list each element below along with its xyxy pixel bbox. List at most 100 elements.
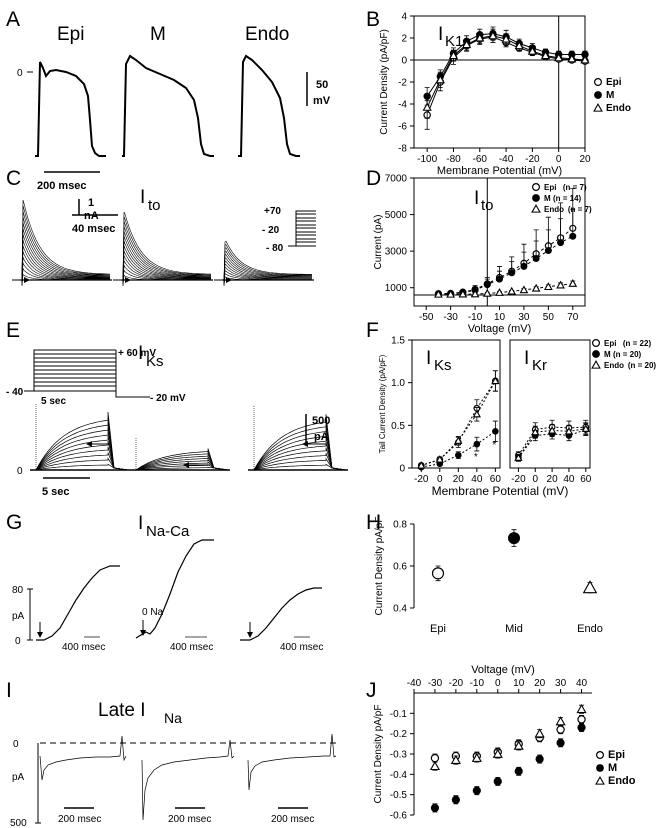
panel-label-c: C [6, 167, 21, 190]
b-legend-marker-1 [594, 91, 602, 99]
d-legend-name-2: Endo [544, 205, 564, 214]
h-category-2: Endo [577, 623, 603, 635]
d-xtick-label-1: -30 [443, 312, 458, 323]
f-frame-1 [509, 339, 591, 469]
e-title-main: I [138, 343, 143, 364]
j-series-2-point-7 [576, 703, 587, 714]
g-arrowhead-2 [140, 630, 146, 636]
d-xtick-label-4: 30 [518, 312, 530, 323]
j-xtick-label-8: 40 [576, 678, 588, 689]
d-xtick-label-0: -50 [419, 312, 434, 323]
g-arrowhead-3 [247, 632, 253, 638]
d-xtick-label-3: 10 [494, 312, 506, 323]
f-1-xtick-label-0: -20 [511, 474, 526, 485]
g-ytick: 80 [12, 585, 24, 596]
b-ytick-label-2: -4 [398, 100, 407, 111]
ito-trace-1-2 [122, 264, 211, 285]
b-series-2-point-2 [448, 50, 459, 60]
iks-trace-2-3 [253, 447, 347, 471]
f-0-series-2-point-0 [417, 461, 426, 469]
b-ytick-label-5: 2 [401, 34, 407, 45]
d-series-2-point-8 [531, 283, 541, 292]
j-legend-marker-1 [596, 764, 604, 772]
panel-label-f: F [366, 319, 379, 342]
h-ytick-label-2: 0.8 [393, 520, 407, 531]
ito-trace-0-12 [21, 205, 110, 279]
ito-trace-2-11 [223, 240, 313, 280]
e-protocol-left: - 40 [6, 387, 24, 398]
iks-trace-0-1 [35, 457, 129, 471]
g-scale-t-1: 400 msec [62, 642, 105, 653]
b-xtick-label-5: 0 [556, 154, 562, 165]
j-series-2-point-6 [555, 716, 566, 726]
iks-trace-1-3 [135, 458, 229, 471]
f-1-series-2-point-0 [514, 453, 523, 461]
g-zero: 0 [15, 636, 21, 647]
b-xtick-label-0: -100 [417, 154, 437, 165]
ito-protocol-steps [288, 210, 316, 247]
d-title-sub: to [481, 197, 494, 214]
b-series-2-point-7 [514, 40, 524, 50]
f-1-title-sub: Kr [532, 357, 547, 374]
d-series-2-point-7 [519, 285, 529, 294]
d-series-2-point-9 [543, 282, 553, 291]
d-series-2-point-10 [556, 280, 565, 289]
ito-trace-1-7 [122, 241, 212, 282]
iks-trace-0-9 [35, 411, 129, 471]
ito-trace-1-6 [122, 245, 211, 283]
ito-trace-2-5 [223, 260, 312, 284]
iks-trace-2-1 [253, 457, 347, 471]
d-legend-marker-1 [532, 194, 540, 202]
a-scale-t: 200 msec [37, 180, 87, 192]
ncx-trace-3 [240, 587, 322, 641]
d-legend-n-1: (n = 14) [553, 194, 582, 203]
f-1-series-2-point-2 [547, 426, 557, 434]
e-scale-i-unit: pA [314, 431, 329, 443]
f-legend-name-2: Endo [604, 361, 624, 370]
d-xlabel: Voltage (mV) [468, 323, 532, 335]
j-xtick-label-7: 30 [555, 678, 567, 689]
b-title-sub: K1 [445, 33, 463, 50]
iks-trace-2-5 [253, 436, 347, 471]
b-legend-name-0: Epi [606, 77, 622, 88]
ito-trace-2-6 [223, 257, 312, 283]
ito-trace-0-8 [21, 228, 110, 282]
j-legend-marker-0 [595, 750, 604, 759]
h-ylabel: Current Density pA/pF [374, 517, 385, 616]
panel-label-e: E [6, 319, 20, 342]
e-protocol-dur: 5 sec [41, 396, 66, 407]
b-series-2-point-10 [554, 52, 564, 62]
d-title-main: I [474, 188, 479, 209]
e-zero-label: 0 [17, 466, 23, 477]
c-arrowhead-1 [24, 277, 30, 283]
g-scale-t-3: 400 msec [280, 642, 323, 653]
f-0-xtick-label-2: 20 [453, 474, 465, 485]
d-xtick-label-6: 70 [567, 312, 579, 323]
j-series-2-point-0 [429, 760, 441, 771]
d-series-1-point-10 [557, 239, 565, 247]
b-series-2-point-11 [567, 54, 577, 63]
b-legend-marker-2 [593, 102, 603, 112]
j-series-2-point-5 [534, 728, 545, 738]
f-0-title-main: I [426, 348, 431, 369]
i-scale-t-2: 200 msec [168, 814, 211, 825]
e-protocol-top: + 60 mV [118, 348, 156, 359]
e-arrowhead-1 [86, 441, 92, 447]
d-series-0-line [438, 227, 574, 295]
b-series-2-point-4 [475, 33, 485, 42]
g-title-main: I [138, 513, 143, 534]
b-series-2-point-6 [501, 34, 511, 43]
e-title-sub: Ks [146, 353, 164, 370]
d-ytick-label-2: 5000 [385, 210, 408, 221]
j-series-0-point-6 [556, 725, 565, 734]
iks-trace-1-4 [135, 456, 229, 471]
f-frame-0 [411, 339, 501, 469]
f-legend-n-1: (n = 20) [613, 350, 642, 359]
f-legend-marker-1 [592, 350, 600, 358]
i-ybottom: 500 [10, 818, 27, 828]
f-legend-marker-2 [591, 359, 601, 369]
f-legend-n-2: (n = 20) [628, 361, 657, 370]
j-series-1-point-1 [451, 795, 460, 804]
ito-trace-1-3 [122, 260, 211, 285]
